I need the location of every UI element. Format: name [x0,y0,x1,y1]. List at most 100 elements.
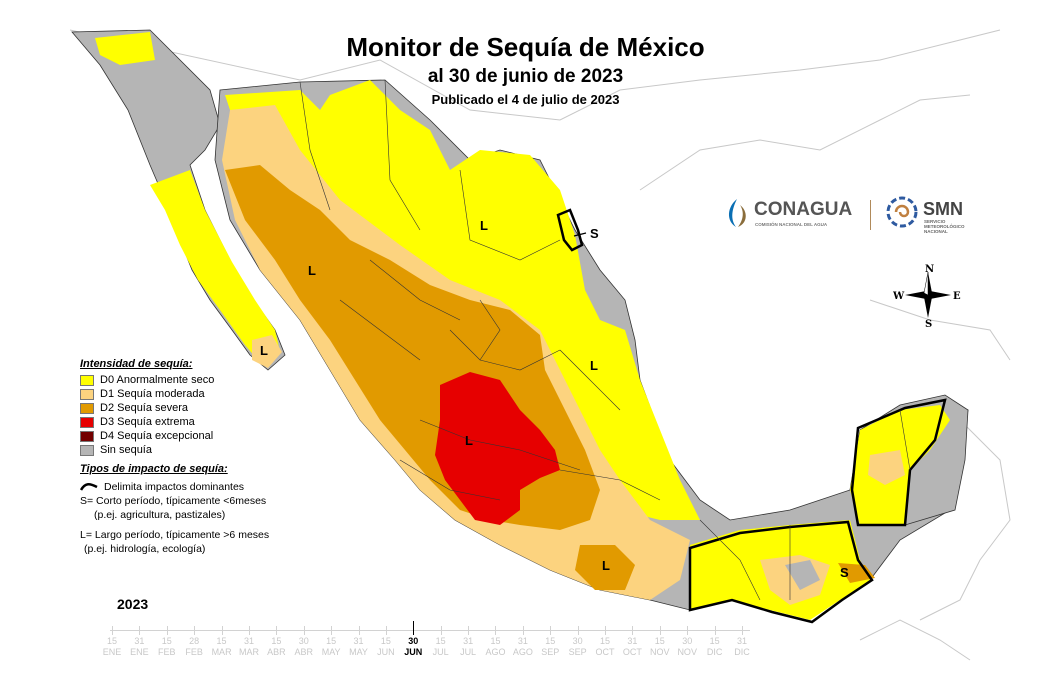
timeline-tick [139,626,141,635]
timeline-tick [194,626,196,635]
impact-short-1: S= Corto período, típicamente <6meses [80,495,267,507]
legend-label: D3 Sequía extrema [100,416,195,428]
timeline-day: 31 [517,636,528,646]
impact-long-1: L= Largo período, típicamente >6 meses [80,529,270,541]
timeline-day: 31 [736,636,747,646]
timeline-month: ENE [130,647,149,657]
impact-label-l: L [602,558,610,573]
north-s-outline [556,208,584,252]
compass-west: W [893,291,905,302]
impact-title: Tipos de impacto de sequía: [80,463,228,475]
timeline-tick [522,626,524,635]
legend-label: Sin sequía [100,444,152,456]
timeline-tick [358,626,360,635]
impact-label-l: L [590,358,598,373]
timeline-tick [303,626,305,635]
timeline-tick [577,626,579,635]
timeline-month: SEP [568,647,587,657]
timeline-month: JUL [432,647,449,657]
legend-item: D3 Sequía extrema [80,415,310,429]
timeline-month: ABR [294,647,313,657]
neighbor-outlines [69,29,1011,661]
legend-swatch [80,416,94,428]
smn-subtitle: METEOROLÓGICO [924,224,965,229]
timeline-day: 31 [134,636,145,646]
timeline-tick [248,626,250,635]
timeline-tick [385,626,387,635]
map-subtitle: al 30 de junio de 2023 [427,66,624,87]
timeline-day: 30 [682,636,693,646]
timeline-month: DIC [706,647,723,657]
timeline-day: 15 [380,636,391,646]
timeline-day: 15 [709,636,720,646]
impact-label-l: L [308,263,316,278]
timeline-day: 31 [463,636,474,646]
conagua-subtitle: COMISIÓN NACIONAL DEL AGUA [755,222,828,227]
legend-item: Sin sequía [80,443,310,457]
smn-subtitle: SERVICIO [924,219,946,224]
smn-emblem-icon [886,196,918,228]
timeline-month: JUL [460,647,477,657]
timeline-tick [495,626,497,635]
conagua-wordmark: CONAGUA [754,199,853,220]
mainland-d3 [435,372,560,525]
timeline-tick [331,626,333,635]
timeline-tick [440,626,442,635]
timeline-day: 15 [490,636,501,646]
smn-wordmark: SMN [923,199,963,219]
baja-d0-north [95,32,155,65]
compass-east: E [953,291,961,302]
timeline-month: ABR [267,647,286,657]
timeline-month: MAY [321,647,341,657]
legend-item: D4 Sequía excepcional [80,429,310,443]
timeline-day: 28 [189,636,200,646]
legend-swatch [80,444,94,456]
timeline-month: NOV [650,647,670,657]
timeline-day: 15 [654,636,665,646]
timeline-tick [550,626,552,635]
timeline-month: OCT [622,647,642,657]
timeline-month: MAY [349,647,368,657]
timeline-year: 2023 [117,596,149,612]
timeline-month: MAR [211,647,232,657]
timeline-day: 15 [326,636,337,646]
impact-legend: Tipos de impacto de sequía: Delimita imp… [80,463,320,555]
south-d2-east [838,563,875,583]
baja-d0 [150,170,280,365]
legend-label: D0 Anormalmente seco [100,374,215,386]
timeline-month: FEB [185,647,203,657]
legend-label: D1 Sequía moderada [100,388,205,400]
timeline-tick [413,621,415,635]
timeline-day: 15 [216,636,227,646]
timeline-month: NOV [677,647,697,657]
timeline-tick [468,626,470,635]
timeline-tick [714,626,716,635]
timeline-day: 31 [353,636,364,646]
timeline-day: 15 [435,636,446,646]
legend-swatch [80,374,94,386]
impact-delimits: Delimita impactos dominantes [104,481,245,493]
baja-california [71,29,286,371]
impact-label-s: S [590,226,599,241]
intensity-legend: Intensidad de sequía: D0 Anormalmente se… [80,358,310,457]
logo-divider [870,200,871,230]
timeline-month: MAR [238,647,259,657]
yucatan-d1 [868,450,905,485]
timeline-month: JUN [377,647,395,657]
timeline-day: 15 [161,636,172,646]
timeline-month: ENE [102,647,122,657]
timeline-tick [276,626,278,635]
smn-logo: SMN SERVICIO METEOROLÓGICO NACIONAL [885,195,985,235]
mainland [214,79,969,624]
timeline-month: AGO [512,647,533,657]
legend-label: D4 Sequía excepcional [100,430,214,442]
compass-south: S [925,319,932,328]
timeline-tick [221,626,223,635]
timeline-axis [110,630,750,631]
conagua-logo: CONAGUA COMISIÓN NACIONAL DEL AGUA [722,197,862,233]
timeline-day: 15 [600,636,611,646]
timeline-tick [112,626,113,635]
smn-subtitle: NACIONAL [924,229,948,234]
impact-short-2: (p.ej. agricultura, pastizales) [94,509,226,521]
